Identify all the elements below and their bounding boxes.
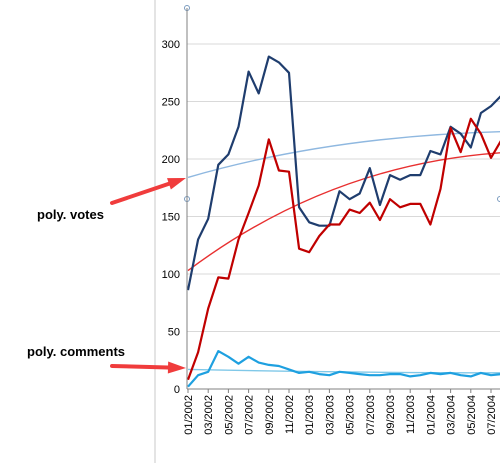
x-tick-label: 07/2004: [486, 395, 498, 435]
annotation-arrow-shaft: [110, 181, 171, 205]
series-line-1: [186, 55, 500, 291]
y-tick-label: 200: [162, 154, 180, 166]
y-tick-label: 300: [162, 39, 180, 51]
x-tick-label: 03/2003: [324, 395, 336, 435]
x-tick-label: 09/2003: [385, 395, 397, 435]
x-tick-label: 05/2003: [345, 395, 357, 435]
annotation-poly-comments: poly. comments: [27, 344, 126, 359]
x-tick-label: 03/2004: [446, 395, 458, 435]
x-tick-label: 03/2002: [203, 395, 215, 435]
annotation-poly-votes: poly. votes: [37, 207, 104, 222]
y-tick-label: 100: [162, 269, 180, 281]
x-tick-label: 11/2003: [405, 395, 417, 434]
x-tick-label: 01/2003: [304, 395, 316, 435]
annotation-arrow-head: [167, 361, 186, 374]
y-tick-label: 150: [162, 212, 180, 224]
x-tick-label: 05/2002: [223, 395, 235, 435]
series-line-2: [186, 117, 500, 381]
annotation-arrow-head: [167, 178, 186, 190]
series-lines: [186, 55, 500, 388]
x-tick-label: 07/2003: [365, 395, 377, 435]
y-tick-label: 50: [168, 327, 180, 339]
x-tick-label: 07/2002: [244, 395, 256, 435]
x-axis-ticks: 01/2002 03/2002 05/2002 07/2002 09/2002 11/20…: [183, 389, 498, 435]
trendline: [187, 152, 500, 272]
selection-handles: [184, 5, 500, 202]
x-tick-label: 09/2002: [264, 395, 276, 435]
y-tick-label: 0: [174, 384, 180, 396]
x-tick-label: 11/2002: [284, 395, 296, 434]
y-tick-label: 250: [162, 97, 180, 109]
selection-handle: [497, 196, 500, 202]
annotation-arrow-shaft: [110, 364, 171, 370]
trendline: [187, 130, 500, 179]
x-tick-label: 01/2002: [183, 395, 195, 435]
y-axis-ticks: 0 50 100 150 200 250 300: [162, 39, 180, 396]
gridlines: [187, 43, 500, 332]
x-tick-label: 01/2004: [425, 395, 437, 435]
x-tick-label: 05/2004: [466, 395, 478, 435]
series-line-3: [187, 350, 500, 388]
annotation-arrows: [110, 178, 186, 374]
